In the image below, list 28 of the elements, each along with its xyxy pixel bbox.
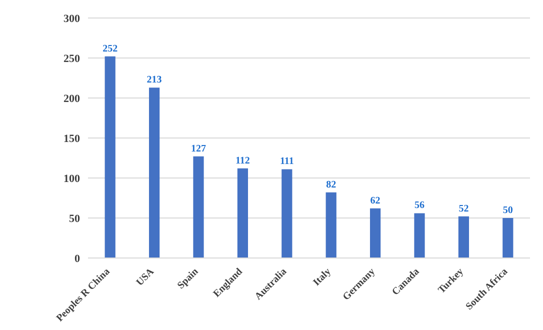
y-tick-label: 50	[69, 212, 80, 225]
y-tick-label: 200	[64, 92, 80, 105]
bar	[414, 213, 425, 258]
data-label: 50	[502, 205, 513, 216]
bar	[326, 192, 336, 258]
data-label: 112	[235, 155, 250, 166]
data-label: 213	[146, 74, 162, 86]
bar	[148, 88, 160, 258]
data-label: 252	[102, 43, 118, 54]
bar	[193, 156, 204, 258]
data-label: 52	[458, 203, 469, 214]
bar	[370, 208, 381, 258]
bar	[282, 169, 292, 258]
y-tick-label: 150	[64, 132, 80, 145]
bar	[104, 56, 116, 258]
data-label: 82	[326, 179, 336, 190]
data-label: 56	[414, 200, 424, 212]
data-label: 62	[370, 195, 380, 206]
data-label: 127	[191, 143, 206, 154]
bar	[502, 218, 514, 258]
y-tick-label: 100	[64, 172, 80, 185]
bar	[237, 168, 248, 258]
x-tick-label: USA	[134, 266, 157, 288]
y-tick-label: 300	[64, 12, 80, 25]
y-tick-label: 250	[64, 52, 80, 65]
bar	[458, 216, 470, 258]
data-label: 111	[280, 156, 294, 168]
y-tick-label: 0	[74, 252, 80, 265]
